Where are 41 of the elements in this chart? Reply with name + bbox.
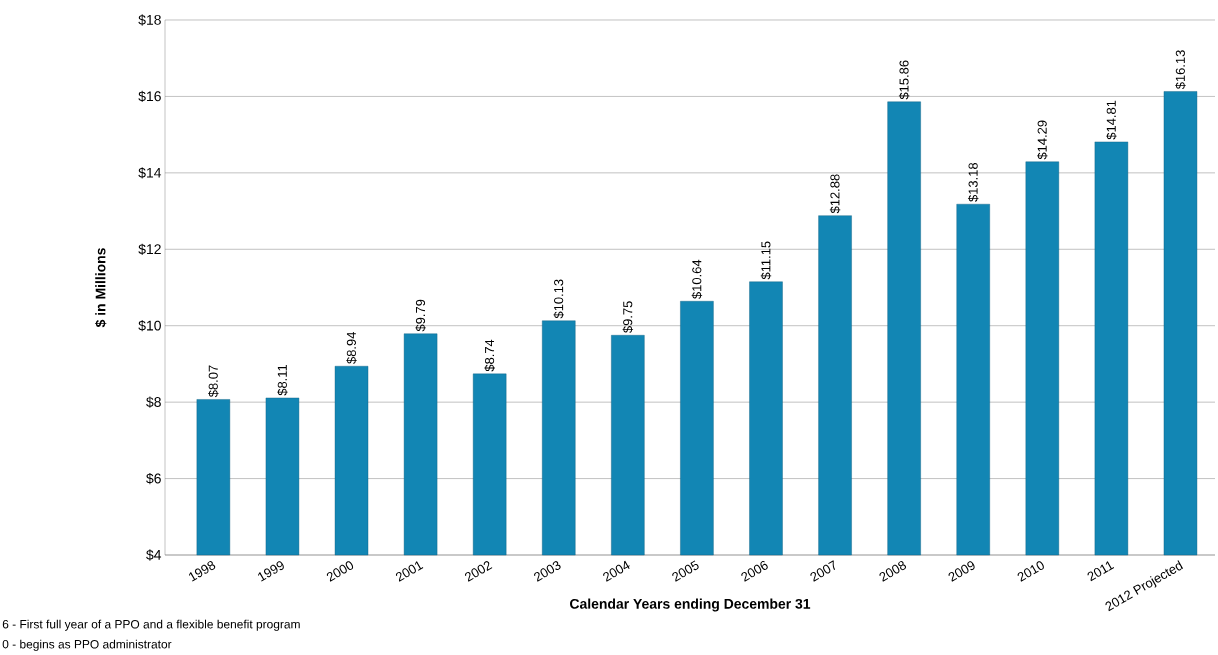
x-tick-label: 2005 (672, 560, 699, 582)
data-label: $9.75 (622, 301, 634, 333)
x-tick-label: 1998 (188, 561, 216, 582)
data-label: $8.07 (208, 365, 219, 398)
x-tick-label: 2001 (395, 561, 424, 582)
data-label: $15.86 (898, 60, 910, 100)
x-tick-label: 2010 (1017, 561, 1044, 582)
x-tick-label: 1999 (258, 561, 284, 582)
data-label: $10.64 (691, 259, 703, 299)
data-label: $16.13 (1175, 50, 1186, 90)
y-tick-label: $14 (138, 167, 162, 179)
x-tick-label: 2011 (1087, 561, 1115, 582)
data-label: $9.79 (415, 299, 426, 332)
data-label: $14.81 (1106, 100, 1117, 140)
text: 6 - First full year of a PPO and a flexible benefit program (2, 619, 300, 631)
x-tick-label: 2006 (741, 561, 768, 582)
y-tick-label: $18 (138, 14, 161, 26)
x-tick-label: 2008 (879, 561, 907, 582)
x-tick-label: 2003 (534, 561, 561, 582)
y-tick-label: $16 (138, 90, 161, 103)
y-axis-title: $ in Millions (94, 248, 107, 328)
y-tick-label: $6 (146, 472, 161, 485)
text: 0 - begins as PPO administrator (2, 639, 172, 651)
data-label: $8.94 (346, 332, 357, 364)
x-tick-label: 2004 (603, 560, 630, 582)
data-label: $12.88 (829, 174, 841, 214)
data-label: $11.15 (760, 241, 772, 280)
x-tick-label: 2000 (326, 561, 354, 582)
data-label: $8.74 (484, 339, 495, 372)
x-tick-label: 2007 (810, 560, 836, 582)
data-label: $8.11 (277, 364, 288, 396)
x-axis-title: Calendar Years ending December 31 (570, 598, 811, 612)
y-tick-label: $4 (146, 549, 162, 561)
y-tick-label: $8 (146, 396, 161, 408)
data-label: $14.29 (1037, 120, 1048, 160)
x-tick-label: 2002 (464, 561, 493, 582)
data-label: $10.13 (553, 279, 564, 319)
x-tick-label: 2009 (948, 561, 975, 582)
y-tick-label: $12 (138, 243, 161, 255)
y-tick-label: $10 (138, 320, 161, 332)
data-label: $13.18 (967, 162, 979, 202)
